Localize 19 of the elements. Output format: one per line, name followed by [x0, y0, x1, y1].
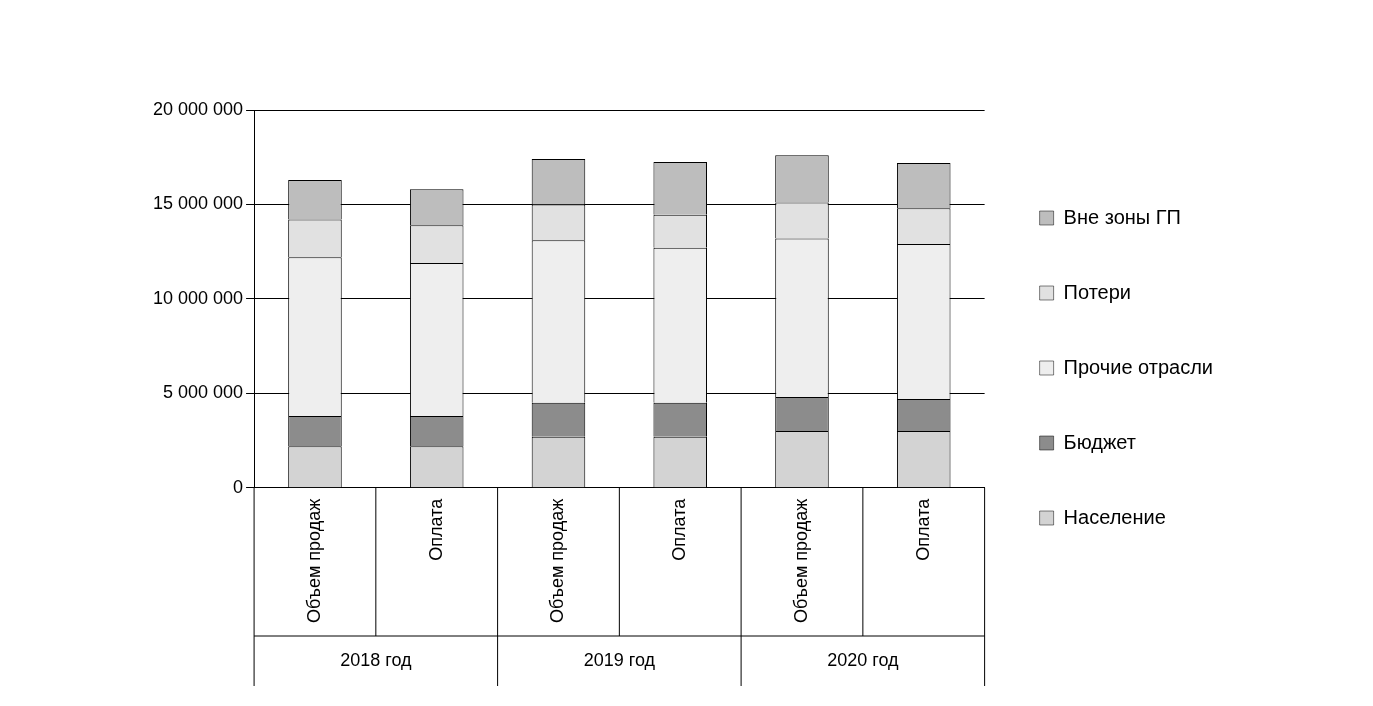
legend-label: Прочие отрасли — [1063, 355, 1214, 378]
legend-label: Население — [1063, 505, 1166, 528]
y-tick-label: 20 000 000 — [152, 98, 244, 119]
x-tick-label: Объем продаж — [790, 498, 811, 623]
legend-label: Вне зоны ГП — [1063, 205, 1181, 228]
text: 2018 год — [340, 649, 412, 670]
y-tick-label: 10 000 000 — [152, 287, 244, 308]
text: 2020 год — [827, 649, 900, 670]
legend-label: Потери — [1063, 280, 1132, 303]
x-tick-label: Оплата — [669, 497, 690, 561]
x-tick-label: Оплата — [425, 497, 446, 561]
y-tick-label: 5 000 000 — [163, 382, 244, 403]
y-tick-label: 15 000 000 — [152, 193, 244, 214]
text: 2019 год — [583, 649, 656, 670]
x-tick-label: Объем продаж — [547, 498, 568, 623]
x-tick-label: Оплата — [912, 497, 933, 561]
y-tick-label: 0 — [233, 476, 244, 497]
x-tick-label: Объем продаж — [303, 498, 324, 623]
legend-label: Бюджет — [1063, 430, 1136, 453]
